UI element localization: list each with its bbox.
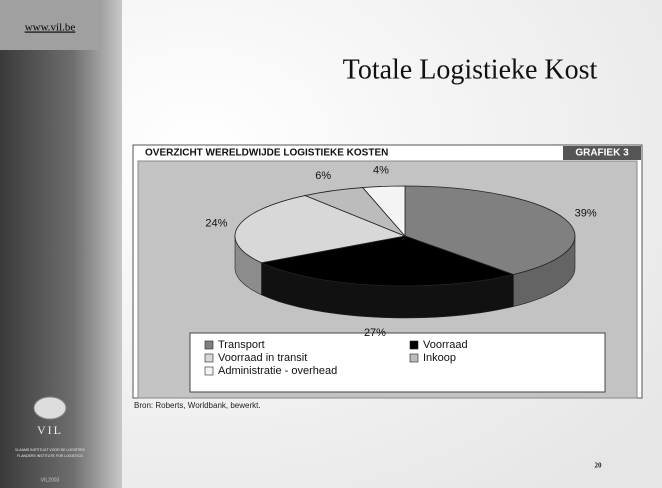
data-label: 6% xyxy=(315,170,331,182)
site-box xyxy=(0,0,100,50)
legend-label: Transport xyxy=(218,339,265,351)
chart-title: OVERZICHT WERELDWIJDE LOGISTIEKE KOSTEN xyxy=(145,148,388,159)
site-link[interactable]: www.vil.be xyxy=(25,22,76,34)
page-number: 20 xyxy=(595,462,603,470)
institute-line: VLAAMS INSTITUUT VOOR DE LOGISTIEK xyxy=(15,448,86,452)
pie-slice xyxy=(260,235,515,287)
legend-swatch xyxy=(409,353,419,363)
heading: Totale Logistieke Kost xyxy=(343,54,598,85)
legend-swatch xyxy=(204,340,214,350)
data-label: 27% xyxy=(364,327,386,339)
institute-line: FLANDERS INSTITUTE FOR LOGISTICS xyxy=(17,454,83,458)
badge: GRAFIEK 3 xyxy=(575,148,629,159)
legend xyxy=(189,332,606,393)
logo-text: VIL xyxy=(37,423,63,437)
legend-swatch xyxy=(409,340,419,350)
source: Bron: Roberts, Worldbank, bewerkt. xyxy=(134,401,261,410)
pie-slice xyxy=(234,195,407,264)
pie-slice xyxy=(361,185,406,238)
legend-swatch xyxy=(204,366,214,376)
legend-label: Administratie - overhead xyxy=(218,365,337,377)
pie-slice xyxy=(404,185,576,275)
logo-icon xyxy=(33,396,67,420)
legend-label: Inkoop xyxy=(423,352,456,364)
data-label: 39% xyxy=(575,208,597,220)
data-label: 24% xyxy=(205,218,227,230)
footer: VIL2003 xyxy=(41,477,60,483)
data-label: 4% xyxy=(373,164,389,176)
legend-label: Voorraad in transit xyxy=(218,352,307,364)
legend-label: Voorraad xyxy=(423,339,468,351)
badge-box xyxy=(563,146,641,160)
legend-swatch xyxy=(204,353,214,363)
